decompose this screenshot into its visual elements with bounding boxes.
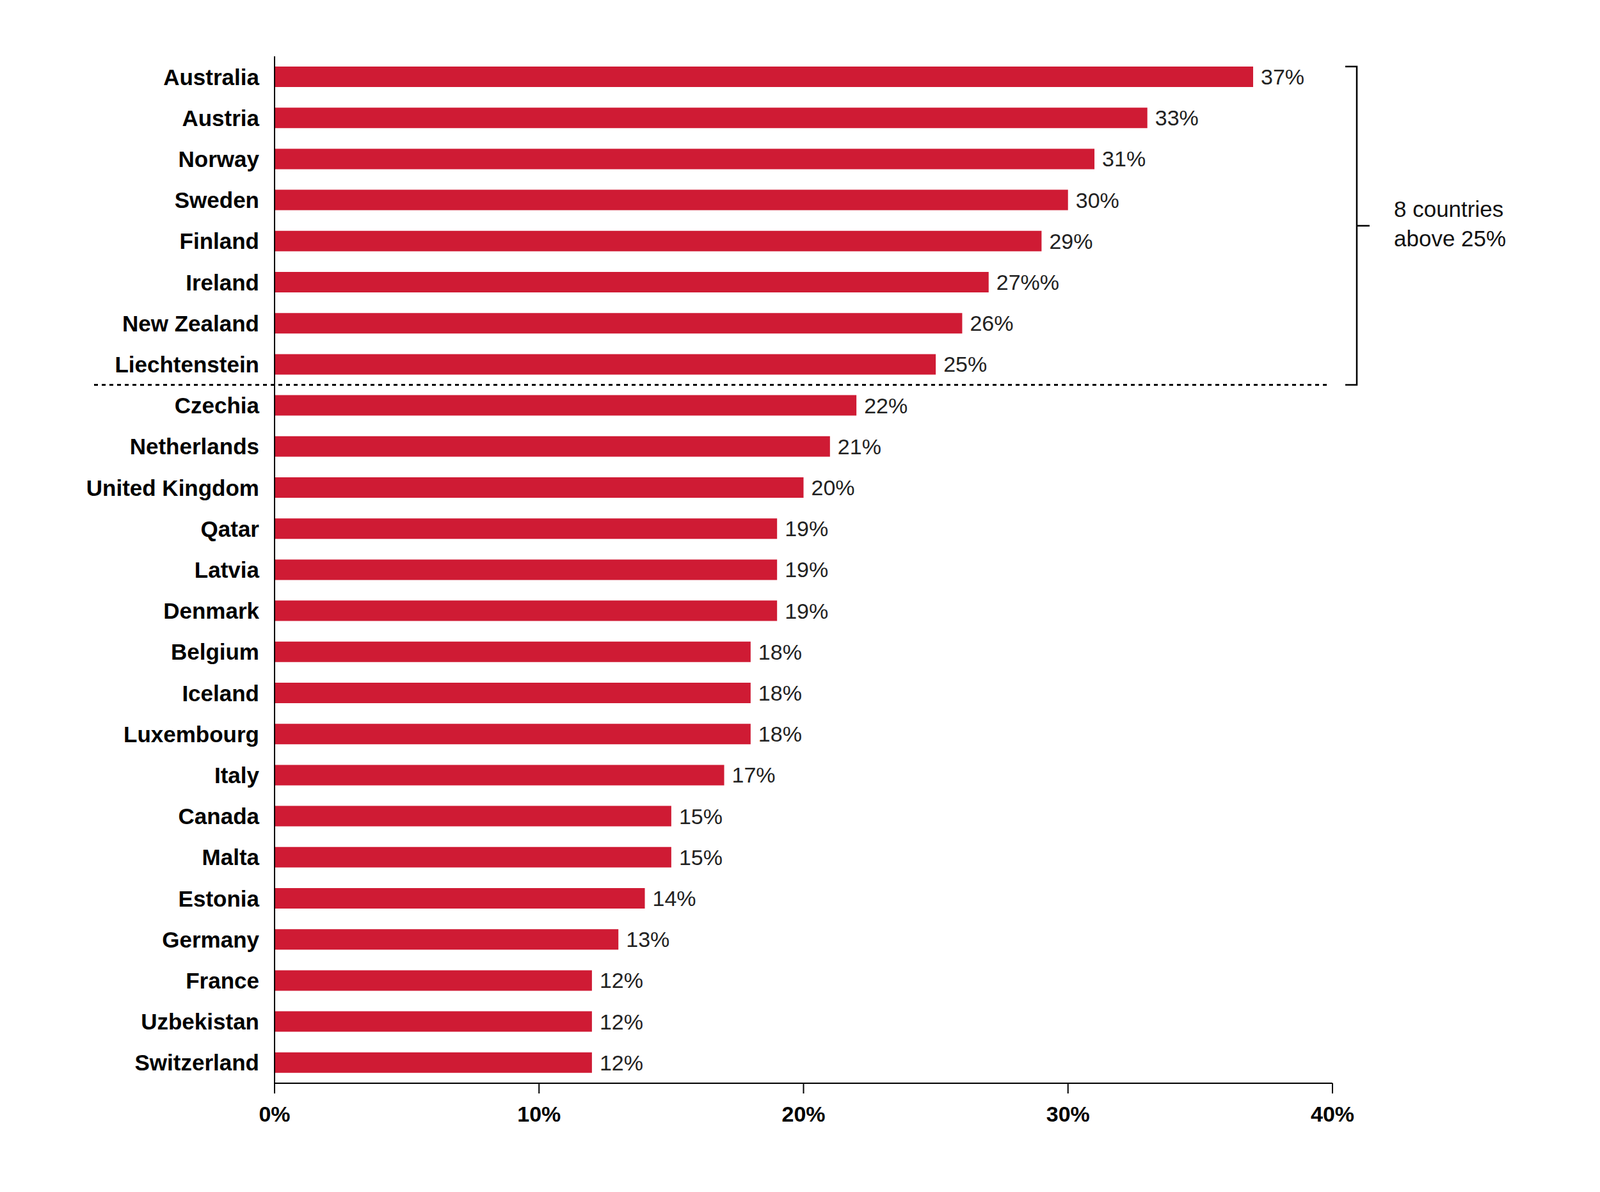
svg-text:27%%: 27%% bbox=[996, 270, 1060, 295]
svg-text:12%: 12% bbox=[599, 1050, 644, 1076]
svg-text:19%: 19% bbox=[784, 599, 829, 624]
svg-text:United Kingdom: United Kingdom bbox=[86, 475, 260, 501]
svg-text:31%: 31% bbox=[1102, 146, 1146, 171]
svg-text:Iceland: Iceland bbox=[181, 680, 260, 706]
svg-text:Latvia: Latvia bbox=[194, 557, 260, 583]
svg-text:Czechia: Czechia bbox=[174, 392, 260, 418]
svg-text:Norway: Norway bbox=[178, 146, 260, 172]
svg-text:21%: 21% bbox=[837, 434, 882, 459]
svg-text:Qatar: Qatar bbox=[200, 516, 260, 542]
svg-text:30%: 30% bbox=[1046, 1102, 1090, 1127]
svg-text:18%: 18% bbox=[758, 640, 802, 665]
svg-text:18%: 18% bbox=[758, 680, 802, 706]
svg-text:19%: 19% bbox=[784, 557, 829, 582]
svg-text:New Zealand: New Zealand bbox=[122, 311, 260, 336]
svg-text:20%: 20% bbox=[781, 1102, 825, 1127]
svg-text:26%: 26% bbox=[969, 311, 1014, 336]
svg-text:Netherlands: Netherlands bbox=[129, 433, 260, 459]
svg-text:Denmark: Denmark bbox=[163, 598, 260, 624]
svg-text:19%: 19% bbox=[784, 516, 829, 541]
svg-text:12%: 12% bbox=[599, 968, 644, 993]
svg-text:30%: 30% bbox=[1075, 188, 1120, 213]
svg-text:14%: 14% bbox=[652, 886, 697, 911]
svg-text:Liechtenstein: Liechtenstein bbox=[114, 352, 260, 377]
svg-text:15%: 15% bbox=[679, 804, 723, 829]
svg-text:17%: 17% bbox=[732, 762, 776, 788]
svg-text:Malta: Malta bbox=[202, 844, 260, 870]
svg-text:Germany: Germany bbox=[161, 927, 260, 953]
svg-text:0%: 0% bbox=[258, 1102, 290, 1127]
svg-text:18%: 18% bbox=[758, 721, 802, 747]
svg-text:10%: 10% bbox=[517, 1102, 561, 1127]
svg-text:29%: 29% bbox=[1048, 229, 1093, 254]
svg-text:Australia: Australia bbox=[163, 64, 260, 90]
svg-text:25%: 25% bbox=[943, 352, 987, 377]
svg-text:Estonia: Estonia bbox=[178, 886, 260, 912]
svg-text:13%: 13% bbox=[625, 927, 670, 952]
svg-text:Belgium: Belgium bbox=[170, 639, 260, 665]
svg-text:Italy: Italy bbox=[214, 762, 260, 788]
svg-text:Austria: Austria bbox=[181, 105, 260, 131]
svg-text:Finland: Finland bbox=[179, 228, 260, 254]
svg-text:40%: 40% bbox=[1310, 1102, 1355, 1127]
svg-text:20%: 20% bbox=[811, 475, 856, 500]
svg-text:Uzbekistan: Uzbekistan bbox=[140, 1009, 260, 1035]
svg-text:Canada: Canada bbox=[178, 803, 260, 829]
svg-text:Ireland: Ireland bbox=[185, 270, 260, 296]
svg-text:Switzerland: Switzerland bbox=[135, 1050, 260, 1076]
svg-text:France: France bbox=[185, 968, 260, 994]
svg-text:Sweden: Sweden bbox=[174, 187, 260, 213]
svg-text:Luxembourg: Luxembourg bbox=[123, 721, 260, 747]
svg-text:22%: 22% bbox=[864, 393, 908, 418]
svg-text:37%: 37% bbox=[1260, 64, 1305, 89]
svg-text:12%: 12% bbox=[599, 1009, 644, 1035]
svg-text:15%: 15% bbox=[679, 845, 723, 870]
svg-text:33%: 33% bbox=[1155, 105, 1199, 130]
svg-text:8 countriesabove 25%: 8 countriesabove 25% bbox=[1393, 196, 1506, 251]
